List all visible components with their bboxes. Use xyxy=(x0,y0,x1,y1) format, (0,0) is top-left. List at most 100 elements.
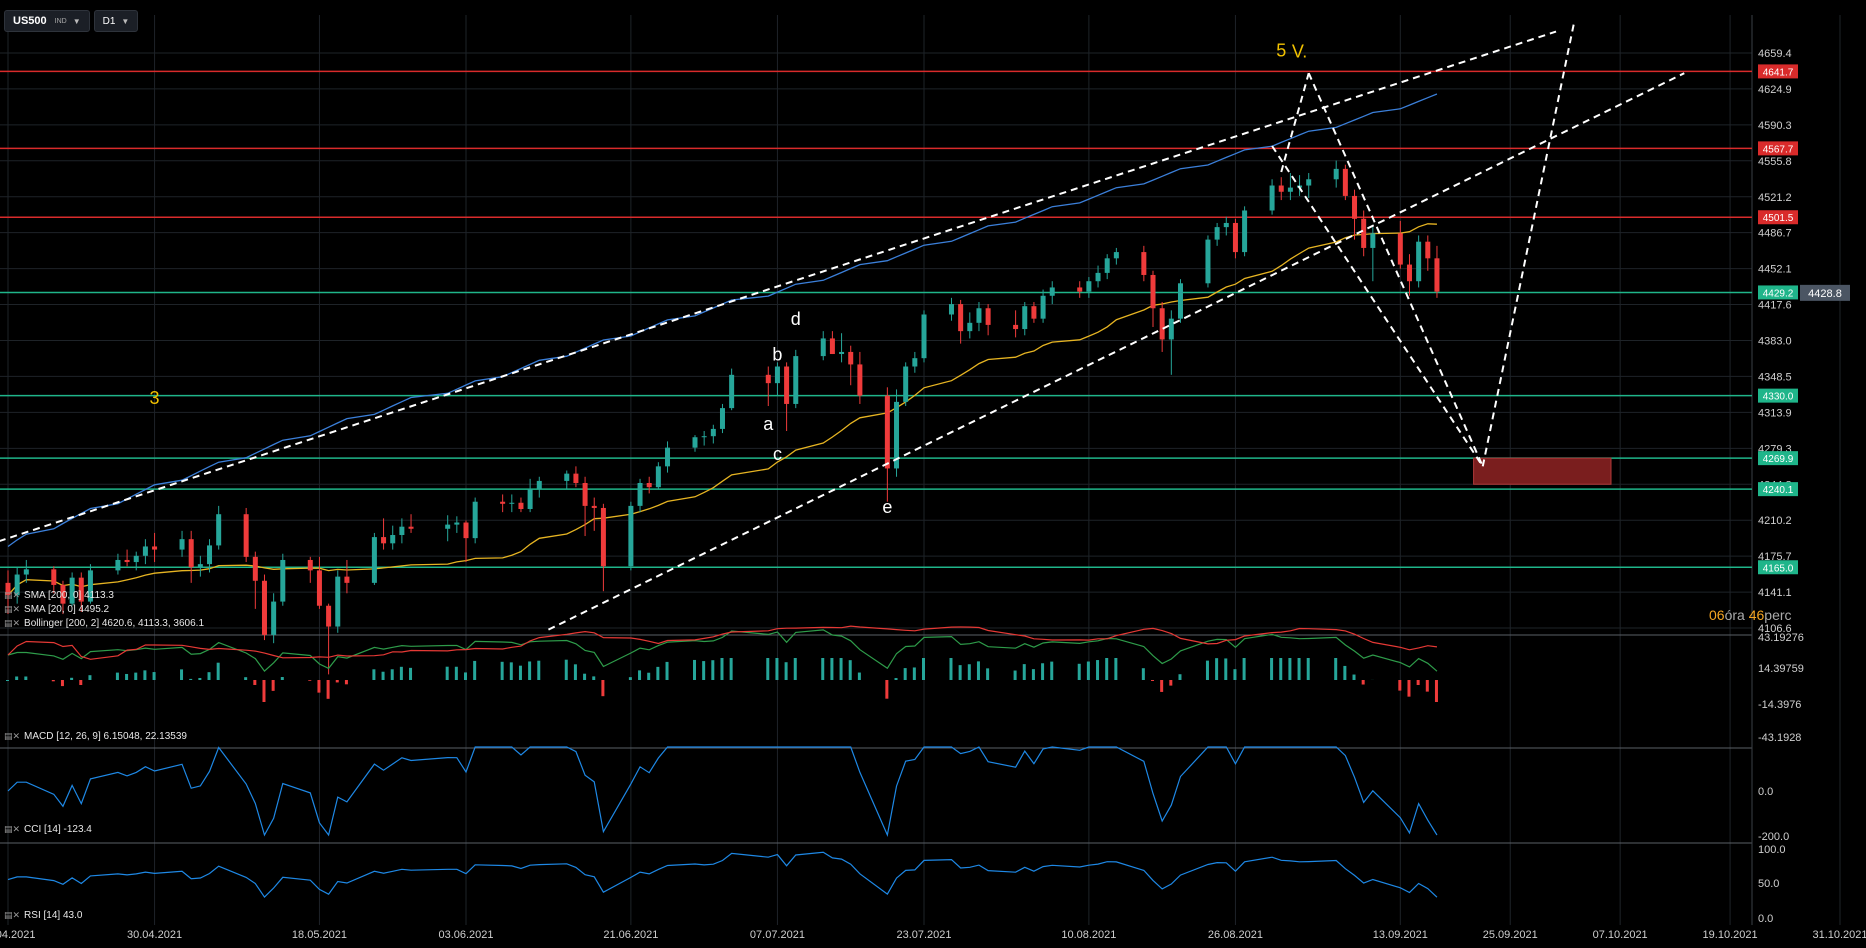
sma20-legend[interactable]: ▤✕ SMA [20, 0] 4495.2 xyxy=(4,604,109,615)
candle-body xyxy=(1013,324,1019,330)
macd-histogram-bar xyxy=(720,658,724,680)
candle-body xyxy=(921,314,927,359)
macd-histogram-bar xyxy=(592,676,596,680)
indicator-settings-icon[interactable]: ▤✕ xyxy=(4,604,21,614)
countdown-hours: 06 xyxy=(1709,607,1725,623)
macd-histogram-bar xyxy=(1416,680,1420,686)
candle-body xyxy=(884,395,890,469)
candle-body xyxy=(1269,185,1275,211)
macd-histogram-bar xyxy=(24,676,28,680)
macd-histogram-bar xyxy=(152,672,156,680)
instrument-type-label: IND xyxy=(54,17,67,25)
candle-body xyxy=(784,366,790,404)
level-price-tag xyxy=(1758,451,1798,466)
macd-histogram-bar xyxy=(1031,669,1035,680)
candle-body xyxy=(1168,318,1174,340)
price-tick-label: 4521.2 xyxy=(1758,192,1792,204)
sma200-legend[interactable]: ▤✕ SMA [200, 0] 4113.3 xyxy=(4,590,114,601)
candle-body xyxy=(371,537,377,583)
macd-histogram-bar xyxy=(1105,658,1109,680)
candle-body xyxy=(1361,218,1367,248)
bollinger-legend-text: Bollinger [200, 2] 4620.6, 4113.3, 3606.… xyxy=(24,618,205,629)
macd-signal-line xyxy=(7,625,1438,660)
indicator-settings-icon[interactable]: ▤✕ xyxy=(4,731,21,741)
macd-histogram-bar xyxy=(445,666,449,680)
macd-histogram-bar xyxy=(1306,658,1310,680)
candle-body xyxy=(1434,258,1440,292)
candle-body xyxy=(133,555,139,563)
macd-histogram-bar xyxy=(1352,674,1356,680)
macd-histogram-bar xyxy=(793,658,797,680)
macd-histogram-bar xyxy=(1434,680,1438,702)
macd-histogram-bar xyxy=(409,667,413,680)
rsi-line xyxy=(7,851,1438,899)
candle-body xyxy=(316,570,322,606)
candle-body xyxy=(1141,252,1147,275)
candle-body xyxy=(243,514,249,557)
date-tick-label: 30.04.2021 xyxy=(127,929,182,941)
macd-histogram-bar xyxy=(51,680,55,682)
candle-body xyxy=(344,576,350,583)
macd-histogram-bar xyxy=(976,661,980,680)
chart-toolbar: US500 IND ▼ D1 ▼ xyxy=(4,10,139,32)
date-tick-label: 07.07.2021 xyxy=(750,929,805,941)
candle-body xyxy=(985,308,991,325)
candle-body xyxy=(23,569,29,575)
macd-histogram-bar xyxy=(1114,658,1118,680)
macd-histogram-bar xyxy=(1050,661,1054,680)
candle-body xyxy=(710,428,716,437)
wave-label: d xyxy=(791,309,801,329)
macd-histogram-bar xyxy=(326,680,330,699)
macd-histogram-bar xyxy=(189,678,193,680)
candle-body xyxy=(1352,195,1358,219)
bollinger-legend[interactable]: ▤✕ Bollinger [200, 2] 4620.6, 4113.3, 36… xyxy=(4,618,204,629)
candle-body xyxy=(903,366,909,402)
macd-histogram-bar xyxy=(1224,658,1228,680)
candle-body xyxy=(1159,308,1165,340)
candle-body xyxy=(188,539,194,568)
price-tick-label: 4486.7 xyxy=(1758,228,1792,240)
macd-tick-label: 14.39759 xyxy=(1758,663,1804,675)
candle-body xyxy=(976,308,982,323)
indicator-settings-icon[interactable]: ▤✕ xyxy=(4,590,21,600)
countdown-hours-unit: óra xyxy=(1724,607,1745,623)
macd-histogram-bar xyxy=(573,664,577,680)
candle-body xyxy=(1214,227,1220,240)
macd-histogram-bar xyxy=(784,662,788,680)
cci-legend[interactable]: ▤✕ CCI [14] -123.4 xyxy=(4,824,92,835)
candle-body xyxy=(1242,210,1248,253)
candle-body xyxy=(1205,239,1211,284)
price-tick-label: 4348.5 xyxy=(1758,371,1792,383)
rsi-tick-label: 0.0 xyxy=(1758,913,1773,925)
candle-body xyxy=(252,556,258,581)
candle-body xyxy=(5,582,11,596)
date-tick-label: 13.09.2021 xyxy=(1373,929,1428,941)
indicator-settings-icon[interactable]: ▤✕ xyxy=(4,618,21,628)
macd-histogram-bar xyxy=(665,661,669,680)
symbol-selector[interactable]: US500 IND ▼ xyxy=(4,10,90,32)
indicator-settings-icon[interactable]: ▤✕ xyxy=(4,910,21,920)
macd-histogram-bar xyxy=(958,665,962,680)
candle-body xyxy=(1113,252,1119,259)
rsi-legend[interactable]: ▤✕ RSI [14] 43.0 xyxy=(4,910,82,921)
symbol-dropdown-icon: ▼ xyxy=(72,16,81,26)
candle-body xyxy=(500,501,506,504)
macd-legend[interactable]: ▤✕ MACD [12, 26, 9] 6.15048, 22.13539 xyxy=(4,731,187,742)
wave-label: c xyxy=(773,444,782,464)
macd-line xyxy=(7,629,1438,672)
macd-histogram-bar xyxy=(583,673,587,680)
macd-histogram-bar xyxy=(143,670,147,680)
indicator-settings-icon[interactable]: ▤✕ xyxy=(4,824,21,834)
candle-body xyxy=(729,374,735,409)
macd-histogram-bar xyxy=(986,668,990,680)
timeframe-selector[interactable]: D1 ▼ xyxy=(93,10,139,32)
timeframe-label: D1 xyxy=(102,15,116,27)
macd-histogram-bar xyxy=(216,662,220,680)
candle-body xyxy=(14,574,20,596)
macd-legend-text: MACD [12, 26, 9] 6.15048, 22.13539 xyxy=(24,731,187,742)
macd-histogram-bar xyxy=(509,662,513,680)
macd-histogram-bar xyxy=(1151,680,1154,681)
candle-body xyxy=(1425,241,1431,259)
wave-label: 3 xyxy=(150,388,160,408)
